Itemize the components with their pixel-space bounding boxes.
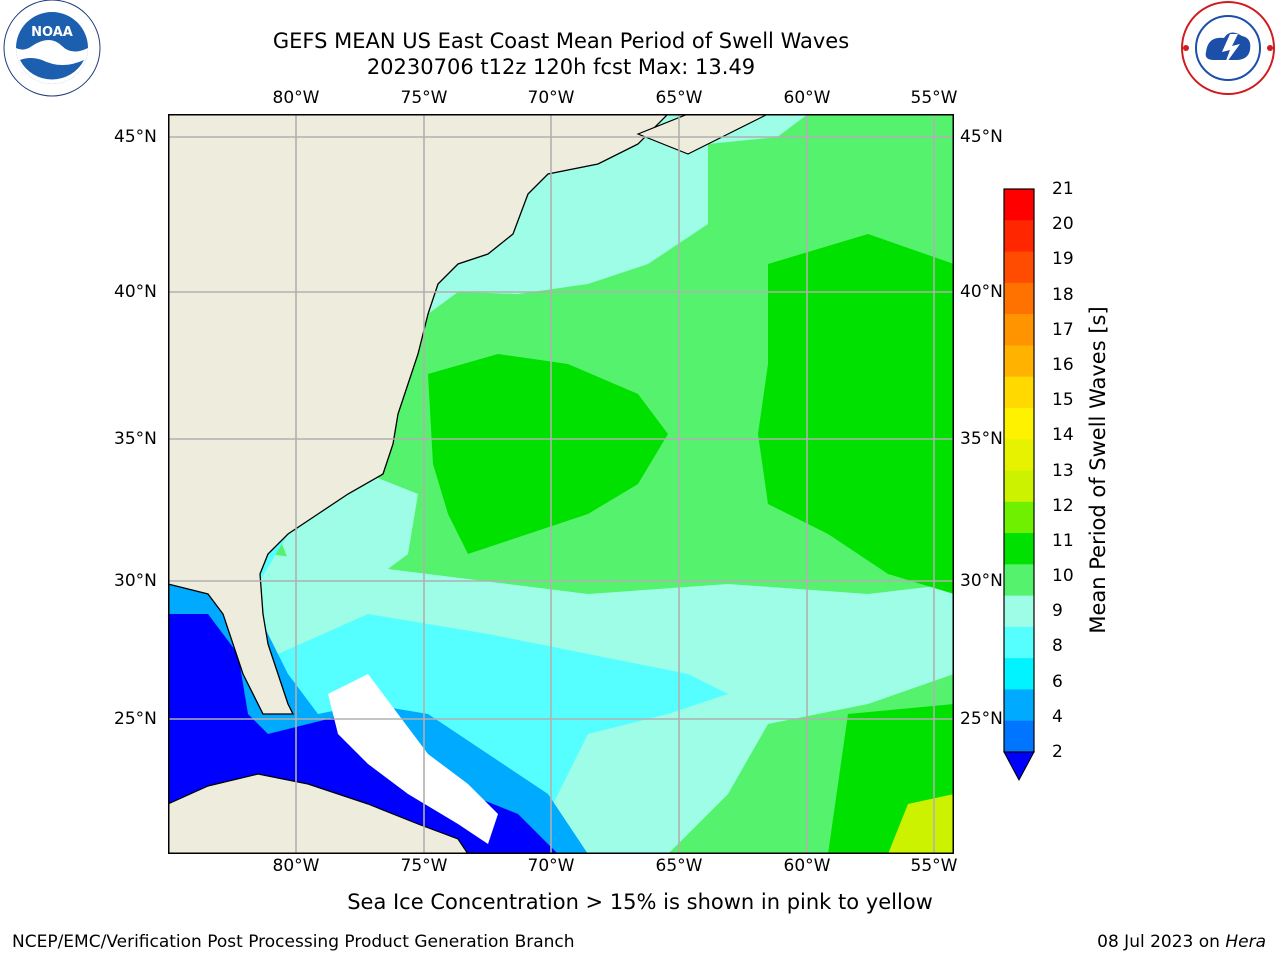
colorbar-segment — [1004, 626, 1034, 659]
lon-label-bottom-55w: 55°W — [910, 856, 958, 876]
colorbar-label: Mean Period of Swell Waves [s] — [1086, 306, 1110, 634]
colorbar — [1003, 188, 1035, 782]
sea-ice-note: Sea Ice Concentration > 15% is shown in … — [347, 890, 933, 914]
colorbar-segment — [1004, 470, 1034, 503]
lat-label-left-25n: 25°N — [114, 709, 157, 729]
lat-label-right-30n: 30°N — [960, 571, 1003, 591]
lat-label-left-45n: 45°N — [114, 127, 157, 147]
colorbar-tick-label: 11 — [1052, 530, 1074, 551]
colorbar-segment — [1004, 564, 1034, 597]
footer-date: 08 Jul 2023 on — [1097, 932, 1220, 952]
lon-label-bottom-75w: 75°W — [400, 856, 448, 876]
lon-label-top-75w: 75°W — [400, 88, 448, 108]
lon-label-top-60w: 60°W — [783, 88, 831, 108]
colorbar-tick-label: 12 — [1052, 495, 1074, 516]
land-north-america — [168, 114, 669, 715]
ocean-band-12-13-patch — [888, 794, 954, 854]
lat-label-right-45n: 45°N — [960, 127, 1003, 147]
map-subtitle: 20230706 t12z 120h fcst Max: 13.49 — [366, 55, 756, 79]
colorbar-tick-label: 14 — [1052, 425, 1074, 446]
colorbar-segment — [1004, 376, 1034, 409]
colorbar-segment — [1004, 720, 1034, 753]
map-title: GEFS MEAN US East Coast Mean Period of S… — [272, 29, 850, 53]
ocean-band-9-10-northeast — [708, 134, 888, 254]
colorbar-segment — [1004, 251, 1034, 284]
colorbar-segment — [1004, 501, 1034, 534]
colorbar-segment — [1004, 189, 1034, 221]
graticule — [168, 114, 954, 854]
colorbar-segment — [1004, 314, 1034, 346]
lon-label-bottom-60w: 60°W — [783, 856, 831, 876]
colorbar-tick-label: 17 — [1052, 319, 1074, 340]
footer-organization: NCEP/EMC/Verification Post Processing Pr… — [12, 932, 575, 952]
nws-logo — [1181, 1, 1275, 95]
noaa-logo: NOAA — [3, 0, 101, 97]
land-cuba — [168, 773, 469, 854]
colorbar-segment — [1004, 533, 1034, 565]
colorbar-segment — [1004, 282, 1034, 315]
lat-label-right-40n: 40°N — [960, 282, 1003, 302]
colorbar-tick-label: 10 — [1052, 566, 1074, 587]
colorbar-tick-label: 2 — [1052, 742, 1063, 762]
footer-date-host: 08 Jul 2023 on Hera — [1097, 932, 1266, 952]
ocean-band-8-9-north — [278, 114, 808, 584]
colorbar-tick-label: 4 — [1052, 706, 1063, 727]
lon-label-top-55w: 55°W — [910, 88, 958, 108]
lat-label-left-30n: 30°N — [114, 571, 157, 591]
colorbar-tick-label: 20 — [1052, 214, 1074, 235]
colorbar-segment — [1004, 658, 1034, 690]
lat-label-left-40n: 40°N — [114, 282, 157, 302]
colorbar-segment — [1004, 220, 1034, 253]
lon-label-bottom-80w: 80°W — [272, 856, 320, 876]
lon-label-top-65w: 65°W — [655, 88, 703, 108]
colorbar-tick-label: 18 — [1052, 284, 1074, 305]
svg-text:NOAA: NOAA — [31, 25, 73, 40]
colorbar-segment — [1004, 595, 1034, 628]
colorbar-tick-label: 6 — [1052, 671, 1063, 692]
colorbar-segment — [1004, 689, 1034, 722]
no-data-bahamas — [328, 674, 498, 844]
colorbar-segment — [1004, 439, 1034, 471]
colorbar-tick-label: 16 — [1052, 354, 1074, 375]
colorbar-tick-label: 13 — [1052, 460, 1074, 481]
lat-label-right-35n: 35°N — [960, 429, 1003, 449]
colorbar-segment — [1004, 345, 1034, 378]
lon-label-bottom-70w: 70°W — [527, 856, 575, 876]
ocean-band-10-11-central — [428, 354, 668, 554]
lon-label-bottom-65w: 65°W — [655, 856, 703, 876]
colorbar-extend-triangle — [1003, 751, 1035, 782]
lat-label-left-35n: 35°N — [114, 429, 157, 449]
lon-label-top-80w: 80°W — [272, 88, 320, 108]
colorbar-tick-label: 9 — [1052, 601, 1063, 622]
colorbar-tick-label: 21 — [1052, 179, 1074, 199]
lat-label-right-25n: 25°N — [960, 709, 1003, 729]
swell-period-map — [168, 114, 954, 854]
lon-label-top-70w: 70°W — [527, 88, 575, 108]
colorbar-tick-label: 8 — [1052, 636, 1063, 657]
footer-host: Hera — [1225, 932, 1266, 952]
colorbar-segment — [1004, 407, 1034, 440]
colorbar-tick-label: 19 — [1052, 249, 1074, 270]
colorbar-tick-label: 15 — [1052, 390, 1074, 411]
